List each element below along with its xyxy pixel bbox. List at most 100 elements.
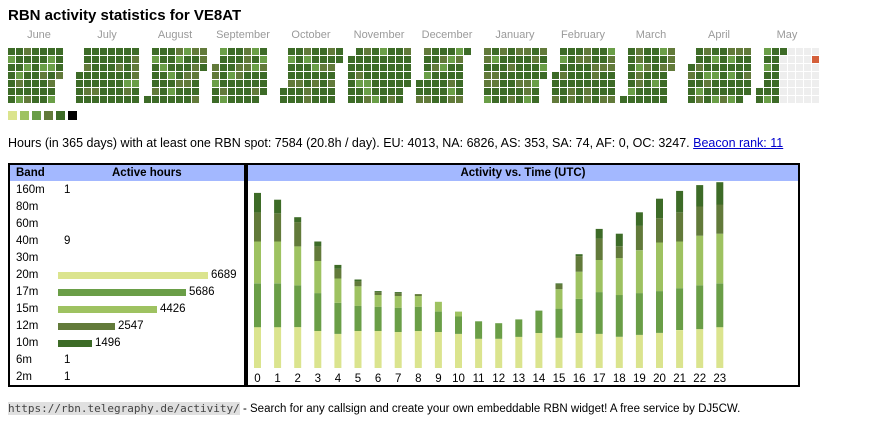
calendar-day-cell <box>728 96 735 103</box>
hour-bar-segment <box>394 293 402 296</box>
calendar-day-cell <box>40 64 47 71</box>
calendar-day-cell <box>16 48 23 55</box>
band-name: 40m <box>16 235 39 247</box>
hour-tick-label: 15 <box>553 373 566 385</box>
calendar-day-cell <box>320 48 327 55</box>
calendar-day-cell <box>696 48 703 55</box>
calendar-day-cell <box>796 80 803 87</box>
calendar-day-cell <box>24 80 31 87</box>
footer: https://rbn.telegraphy.de/activity/ - Se… <box>8 402 740 415</box>
hour-tick-label: 0 <box>254 373 260 385</box>
calendar-day-cell <box>40 56 47 63</box>
hour-bar-segment <box>595 228 603 239</box>
hour-tick-label: 4 <box>335 373 342 385</box>
calendar-day-cell <box>584 72 591 79</box>
beacon-rank-link[interactable]: Beacon rank: 11 <box>693 136 784 150</box>
calendar-day-cell <box>704 72 711 79</box>
hour-bar-segment <box>274 199 282 214</box>
hour-bar-segment <box>656 218 663 243</box>
calendar-day-cell <box>600 88 607 95</box>
calendar-day-cell <box>244 56 251 63</box>
calendar-day-cell <box>424 64 431 71</box>
calendar-day-cell <box>220 96 227 103</box>
band-column-header: Band <box>16 167 45 179</box>
calendar-day-cell <box>728 72 735 79</box>
band-row: 6m 1 <box>10 352 244 369</box>
calendar-day-cell <box>296 64 303 71</box>
calendar-day-cell <box>812 48 819 55</box>
band-hours-bar <box>58 323 115 330</box>
legend-level-4 <box>44 111 53 120</box>
calendar-day-cell <box>788 48 795 55</box>
calendar-day-cell <box>628 64 635 71</box>
calendar-day-cell <box>116 64 123 71</box>
calendar-day-cell <box>8 96 15 103</box>
calendar-day-cell <box>288 64 295 71</box>
calendar-day-cell <box>56 56 63 63</box>
calendar-day-cell <box>296 96 303 103</box>
hour-bar-segment <box>535 333 543 368</box>
calendar-day-cell <box>192 72 199 79</box>
calendar-day-cell <box>116 88 123 95</box>
calendar-day-cell <box>456 80 463 87</box>
calendar-day-cell <box>404 56 411 63</box>
calendar-day-cell <box>16 56 23 63</box>
calendar-day-cell <box>212 96 219 103</box>
calendar-day-cell <box>712 56 719 63</box>
calendar-day-cell <box>124 96 131 103</box>
calendar-day-cell <box>388 56 395 63</box>
calendar-day-cell <box>396 96 403 103</box>
calendar-day-cell <box>168 80 175 87</box>
month-label-may: May <box>776 29 798 41</box>
calendar-day-cell <box>396 88 403 95</box>
calendar-day-cell <box>576 80 583 87</box>
calendar-day-cell <box>636 96 643 103</box>
calendar-day-cell <box>508 88 515 95</box>
calendar-day-cell <box>652 48 659 55</box>
calendar-day-cell <box>728 64 735 71</box>
calendar-day-cell <box>8 48 15 55</box>
calendar-day-cell <box>228 88 235 95</box>
hour-bar-segment <box>555 308 563 338</box>
calendar-day-cell <box>236 64 243 71</box>
calendar-day-cell <box>236 96 243 103</box>
calendar-day-cell <box>280 96 287 103</box>
calendar-day-cell <box>560 80 567 87</box>
calendar-day-cell <box>244 96 251 103</box>
calendar-day-cell <box>312 48 319 55</box>
calendar-day-cell <box>636 80 643 87</box>
calendar-day-cell <box>576 96 583 103</box>
calendar-day-cell <box>484 48 491 55</box>
band-row: 17m 5686 <box>10 284 244 301</box>
calendar-day-cell <box>364 96 371 103</box>
hour-bar-segment <box>414 306 422 331</box>
calendar-day-cell <box>92 64 99 71</box>
calendar-day-cell <box>404 48 411 55</box>
calendar-day-cell <box>228 64 235 71</box>
calendar-day-cell <box>92 96 99 103</box>
calendar-day-cell <box>500 64 507 71</box>
calendar-day-cell <box>416 96 423 103</box>
calendar-day-cell <box>56 48 63 55</box>
calendar-day-cell <box>772 72 779 79</box>
calendar-day-cell <box>304 72 311 79</box>
calendar-day-cell <box>796 56 803 63</box>
band-hours-bar <box>58 340 92 347</box>
calendar-day-cell <box>372 72 379 79</box>
hour-bar-segment <box>434 311 442 332</box>
footer-url-link[interactable]: https://rbn.telegraphy.de/activity/ <box>8 402 240 415</box>
calendar-day-cell <box>228 96 235 103</box>
calendar-day-cell <box>584 88 591 95</box>
calendar-day-cell <box>696 56 703 63</box>
calendar-day-cell <box>804 80 811 87</box>
calendar-day-cell <box>796 96 803 103</box>
calendar-day-cell <box>720 64 727 71</box>
calendar-day-cell <box>440 56 447 63</box>
calendar-day-cell <box>364 80 371 87</box>
calendar-day-cell <box>688 88 695 95</box>
band-hours-value: 9 <box>64 235 71 247</box>
calendar-day-cell <box>296 48 303 55</box>
calendar-day-cell <box>644 80 651 87</box>
calendar-day-cell <box>788 72 795 79</box>
hour-bar-segment <box>354 281 362 287</box>
